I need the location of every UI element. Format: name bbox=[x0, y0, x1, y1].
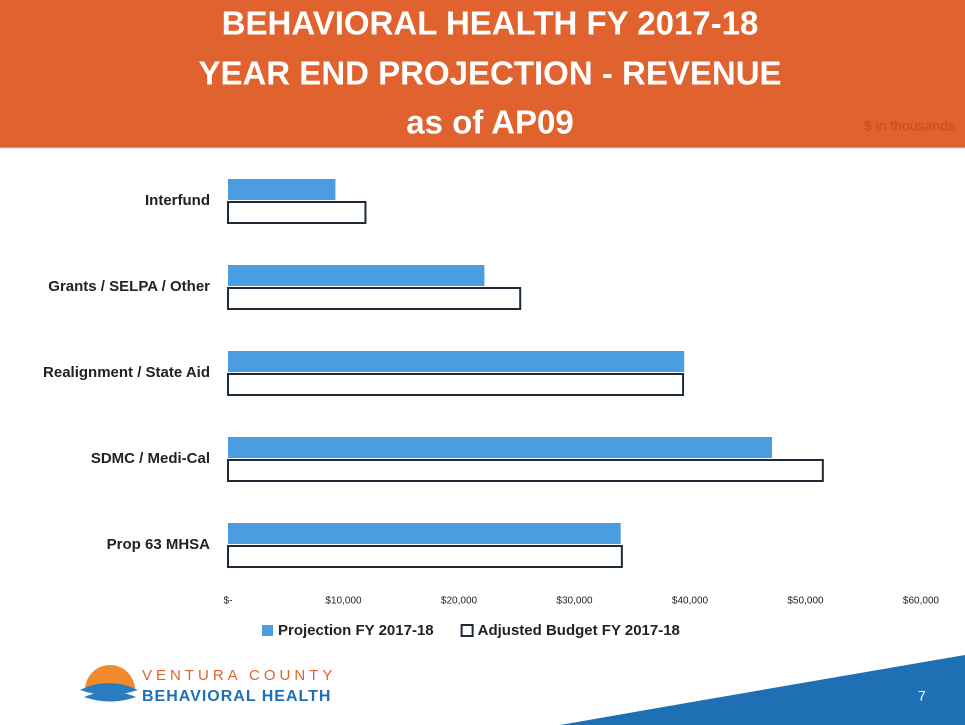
bar bbox=[227, 373, 685, 396]
y-tick-label: Prop 63 MHSA bbox=[107, 536, 211, 553]
bar bbox=[227, 459, 824, 482]
bar bbox=[227, 545, 623, 568]
bar bbox=[228, 179, 336, 200]
x-tick-label: $10,000 bbox=[325, 596, 362, 607]
x-tick-label: $30,000 bbox=[556, 596, 593, 607]
bar bbox=[228, 351, 685, 372]
title-line: YEAR END PROJECTION - REVENUE bbox=[198, 55, 781, 92]
x-tick-label: $20,000 bbox=[441, 596, 478, 607]
legend-swatch bbox=[262, 625, 273, 636]
title-line: as of AP09 bbox=[406, 104, 574, 141]
y-tick-label: Interfund bbox=[145, 192, 210, 209]
x-tick-label: $50,000 bbox=[787, 596, 824, 607]
org-name: VENTURA COUNTY bbox=[142, 667, 336, 684]
y-tick-label: Realignment / State Aid bbox=[43, 364, 210, 381]
org-name: BEHAVIORAL HEALTH bbox=[142, 688, 331, 705]
legend-label: Projection FY 2017-18 bbox=[278, 622, 434, 639]
subtitle: $ in thousands bbox=[864, 118, 955, 134]
y-tick-label: SDMC / Medi-Cal bbox=[91, 450, 210, 467]
x-tick-label: $60,000 bbox=[903, 596, 940, 607]
title-line: BEHAVIORAL HEALTH FY 2017-18 bbox=[222, 5, 759, 42]
y-tick-label: Grants / SELPA / Other bbox=[48, 278, 210, 295]
bar bbox=[227, 287, 522, 310]
page-number: 7 bbox=[918, 688, 926, 704]
x-tick-label: $- bbox=[224, 596, 233, 607]
legend-swatch bbox=[460, 624, 474, 637]
header-band bbox=[0, 0, 965, 148]
bar bbox=[228, 523, 621, 544]
x-tick-label: $40,000 bbox=[672, 596, 709, 607]
bar bbox=[228, 265, 485, 286]
logo bbox=[80, 665, 138, 702]
bar bbox=[227, 201, 367, 224]
legend-label: Adjusted Budget FY 2017-18 bbox=[478, 622, 680, 639]
footer-wave bbox=[560, 655, 965, 725]
bar bbox=[228, 437, 773, 458]
